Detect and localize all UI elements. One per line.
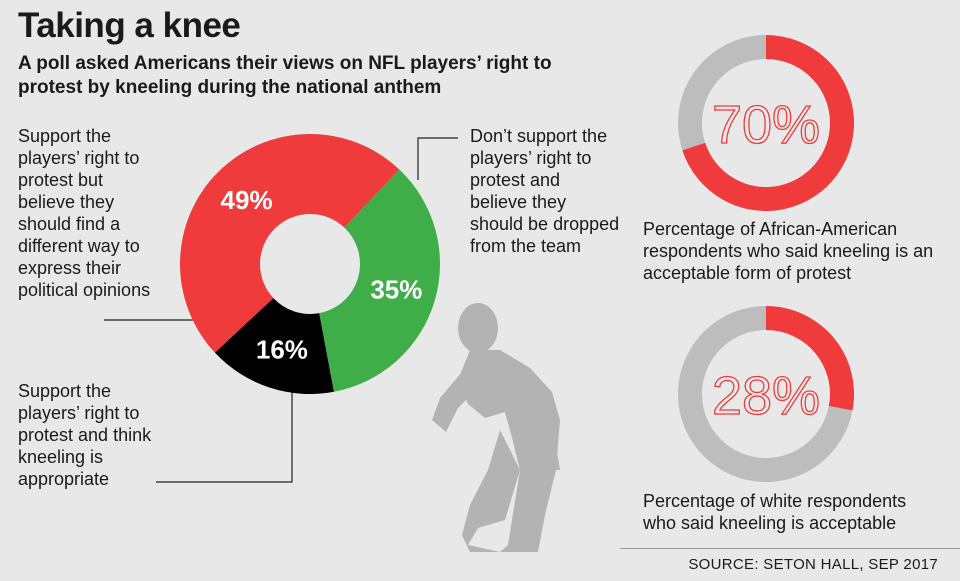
main-donut-slice-1 (319, 169, 440, 392)
white-donut-slice-0 (766, 306, 854, 411)
white-donut-chart: 28% (678, 306, 854, 482)
white-donut-center-label: 28% (712, 366, 820, 426)
caption-african-american: Percentage of African-American responden… (643, 219, 934, 283)
source-divider (620, 548, 960, 549)
caption-white: Percentage of white respondents who said… (643, 491, 907, 533)
aa-donut-slice-1 (677, 35, 766, 151)
chart-subtitle: A poll asked Americans their views on NF… (18, 53, 552, 98)
main-donut-slice-label-0: 49% (221, 185, 273, 215)
source-credit: SOURCE: SETON HALL, SEP 2017 (688, 556, 938, 573)
leader-line-right (417, 137, 458, 180)
aa-donut-center-label: 70% (712, 95, 820, 155)
label-kneeling-appropriate: Support the players’ right to protest an… (18, 381, 152, 489)
label-different-way: Support the players’ right to protest bu… (18, 126, 151, 300)
main-donut-slice-0 (179, 133, 400, 353)
chart-title: Taking a knee (18, 6, 241, 45)
main-donut-slice-label-1: 35% (370, 274, 422, 304)
kneeling-player-silhouette (432, 303, 560, 552)
main-donut-slice-label-2: 16% (256, 334, 308, 364)
african-american-donut-chart: 70% (677, 35, 854, 211)
label-dont-support: Don’t support the players’ right to prot… (470, 126, 620, 256)
leader-line-bottom (156, 372, 293, 483)
main-donut-chart: 49% 35% 16% (179, 133, 440, 394)
main-donut-slice-2 (214, 298, 334, 394)
